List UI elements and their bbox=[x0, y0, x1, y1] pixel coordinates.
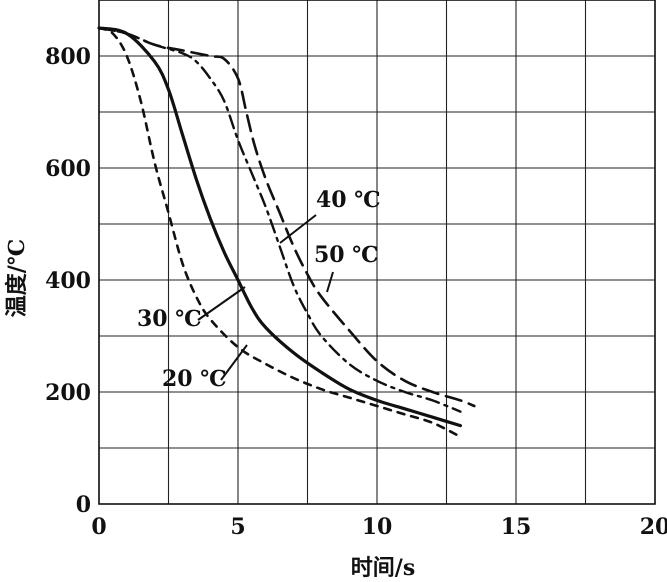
x-tick-label: 15 bbox=[501, 514, 532, 540]
x-tick-label: 5 bbox=[230, 514, 245, 540]
plot-frame bbox=[98, 0, 656, 505]
series-annotation-label: 50 ℃ bbox=[314, 242, 379, 268]
series-annotation-label: 30 ℃ bbox=[137, 306, 202, 332]
y-tick-label: 0 bbox=[76, 492, 91, 518]
x-tick-label: 0 bbox=[91, 514, 106, 540]
series-line bbox=[97, 26, 462, 413]
series-lines bbox=[97, 26, 476, 439]
y-tick-label: 200 bbox=[45, 380, 91, 406]
y-tick-label: 800 bbox=[45, 44, 91, 70]
series-annotations: 40 ℃ 50 ℃ 30 ℃ 20 ℃ bbox=[137, 187, 381, 392]
x-tick-label: 10 bbox=[362, 514, 393, 540]
annotation-leader bbox=[220, 344, 248, 381]
y-tick-label: 600 bbox=[45, 156, 91, 182]
annotation-leader bbox=[326, 271, 334, 293]
series-line bbox=[97, 26, 462, 428]
annotation-leader bbox=[279, 214, 317, 244]
series-annotation-label: 20 ℃ bbox=[162, 366, 227, 392]
x-axis-title: 时间/s bbox=[351, 555, 415, 581]
y-tick-label: 400 bbox=[45, 268, 91, 294]
x-tick-label: 20 bbox=[640, 514, 667, 540]
y-axis-title: 温度/℃ bbox=[4, 239, 30, 317]
series-line bbox=[97, 26, 476, 408]
series-line bbox=[97, 26, 462, 439]
annotation-leader bbox=[197, 286, 246, 321]
series-annotation-label: 40 ℃ bbox=[316, 187, 381, 213]
